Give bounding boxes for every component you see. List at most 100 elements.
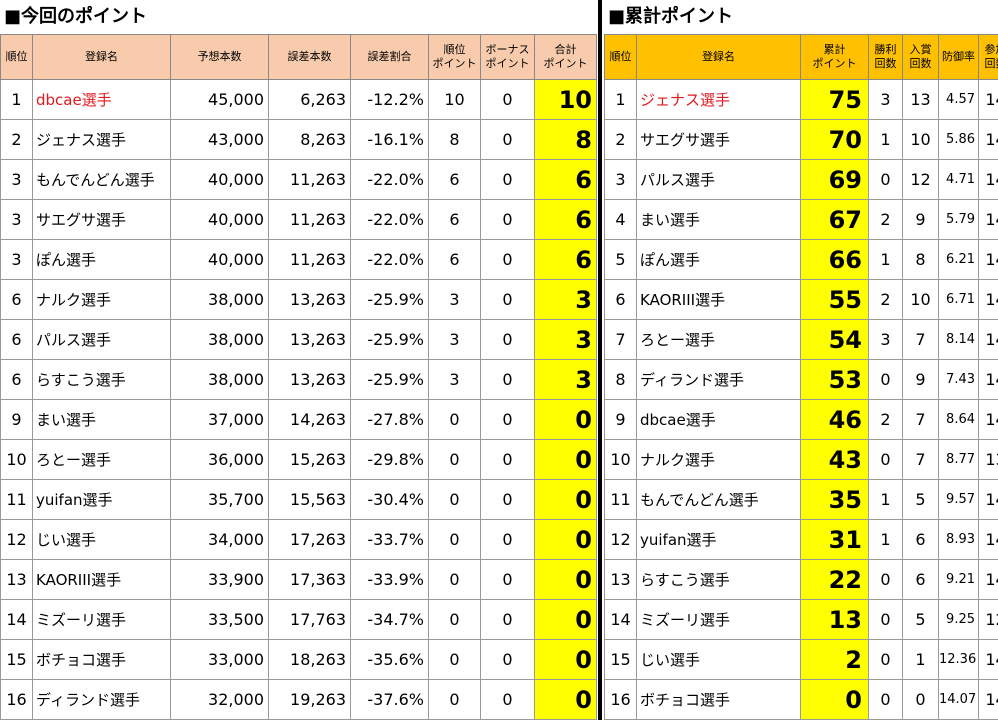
rank-points-cell: 0: [428, 439, 481, 480]
rank-cell: 5: [604, 239, 637, 280]
bonus-points-cell: 0: [480, 319, 535, 360]
wins-cell: 2: [868, 199, 903, 240]
cumulative-points-cell: 54: [800, 319, 869, 360]
era-cell: 4.57: [938, 79, 979, 120]
cumulative-points-cell: 55: [800, 279, 869, 320]
bonus-points-cell: 0: [480, 639, 535, 680]
forecast-cell: 38,000: [170, 359, 269, 400]
player-name-cell: KAORIII選手: [636, 279, 801, 320]
right-column-header: 順位: [604, 34, 637, 80]
wins-cell: 2: [868, 399, 903, 440]
player-name-cell: ボチョコ選手: [636, 679, 801, 720]
right-column-header: 防御率: [938, 34, 979, 80]
entries-cell: 14: [978, 559, 998, 600]
places-cell: 7: [902, 399, 939, 440]
left-column-header: 誤差割合: [350, 34, 429, 80]
bonus-points-cell: 0: [480, 279, 535, 320]
bonus-points-cell: 0: [480, 439, 535, 480]
error-ratio-cell: -25.9%: [350, 279, 429, 320]
forecast-cell: 37,000: [170, 399, 269, 440]
rank-points-cell: 6: [428, 159, 481, 200]
rank-cell: 9: [604, 399, 637, 440]
player-name-cell: KAORIII選手: [32, 559, 171, 600]
player-name-cell: パルス選手: [32, 319, 171, 360]
rank-points-cell: 8: [428, 119, 481, 160]
forecast-cell: 45,000: [170, 79, 269, 120]
rank-cell: 13: [604, 559, 637, 600]
right-column-header: 入賞 回数: [902, 34, 939, 80]
wins-cell: 1: [868, 239, 903, 280]
player-name-cell: じい選手: [32, 519, 171, 560]
player-name-cell: サエグサ選手: [32, 199, 171, 240]
total-points-cell: 0: [534, 439, 597, 480]
rank-cell: 10: [0, 439, 33, 480]
error-ratio-cell: -37.6%: [350, 679, 429, 720]
table-row: 14 ミズーリ選手 33,500 17,763 -34.7% 0 0 0: [0, 599, 597, 640]
total-points-cell: 3: [534, 359, 597, 400]
forecast-cell: 32,000: [170, 679, 269, 720]
rank-points-cell: 0: [428, 519, 481, 560]
rank-cell: 16: [604, 679, 637, 720]
error-ratio-cell: -12.2%: [350, 79, 429, 120]
cumulative-points-cell: 69: [800, 159, 869, 200]
era-cell: 8.14: [938, 319, 979, 360]
era-cell: 8.93: [938, 519, 979, 560]
player-name-cell: じい選手: [636, 639, 801, 680]
left-column-header: ボーナス ポイント: [480, 34, 535, 80]
era-cell: 5.79: [938, 199, 979, 240]
bonus-points-cell: 0: [480, 239, 535, 280]
rank-cell: 14: [604, 599, 637, 640]
total-points-cell: 3: [534, 319, 597, 360]
player-name-cell: らすこう選手: [32, 359, 171, 400]
bonus-points-cell: 0: [480, 519, 535, 560]
rank-cell: 12: [0, 519, 33, 560]
rank-cell: 8: [604, 359, 637, 400]
places-cell: 12: [902, 159, 939, 200]
rank-cell: 3: [0, 159, 33, 200]
rank-cell: 1: [604, 79, 637, 120]
right-column-header: 勝利 回数: [868, 34, 903, 80]
places-cell: 1: [902, 639, 939, 680]
bonus-points-cell: 0: [480, 159, 535, 200]
bonus-points-cell: 0: [480, 599, 535, 640]
rank-cell: 6: [0, 279, 33, 320]
cumulative-points-cell: 0: [800, 679, 869, 720]
rank-cell: 3: [0, 199, 33, 240]
wins-cell: 0: [868, 159, 903, 200]
left-column-header: 予想本数: [170, 34, 269, 80]
forecast-cell: 43,000: [170, 119, 269, 160]
places-cell: 0: [902, 679, 939, 720]
player-name-cell: yuifan選手: [32, 479, 171, 520]
bonus-points-cell: 0: [480, 79, 535, 120]
rank-points-cell: 3: [428, 359, 481, 400]
forecast-cell: 36,000: [170, 439, 269, 480]
places-cell: 8: [902, 239, 939, 280]
table-row: 1 dbcae選手 45,000 6,263 -12.2% 10 0 10: [0, 79, 597, 120]
rank-cell: 3: [0, 239, 33, 280]
cumulative-points-cell: 43: [800, 439, 869, 480]
rank-cell: 11: [604, 479, 637, 520]
total-points-cell: 10: [534, 79, 597, 120]
player-name-cell: サエグサ選手: [636, 119, 801, 160]
player-name-cell: まい選手: [636, 199, 801, 240]
rank-cell: 14: [0, 599, 33, 640]
left-column-header: 順位: [0, 34, 33, 80]
player-name-cell: ぽん選手: [32, 239, 171, 280]
rank-points-cell: 6: [428, 239, 481, 280]
total-points-cell: 3: [534, 279, 597, 320]
right-column-header: 累計 ポイント: [800, 34, 869, 80]
error-cell: 8,263: [268, 119, 351, 160]
cumulative-points-cell: 2: [800, 639, 869, 680]
entries-cell: 14: [978, 119, 998, 160]
places-cell: 5: [902, 479, 939, 520]
error-ratio-cell: -35.6%: [350, 639, 429, 680]
places-cell: 10: [902, 119, 939, 160]
total-points-cell: 0: [534, 559, 597, 600]
wins-cell: 1: [868, 479, 903, 520]
player-name-cell: パルス選手: [636, 159, 801, 200]
era-cell: 9.21: [938, 559, 979, 600]
